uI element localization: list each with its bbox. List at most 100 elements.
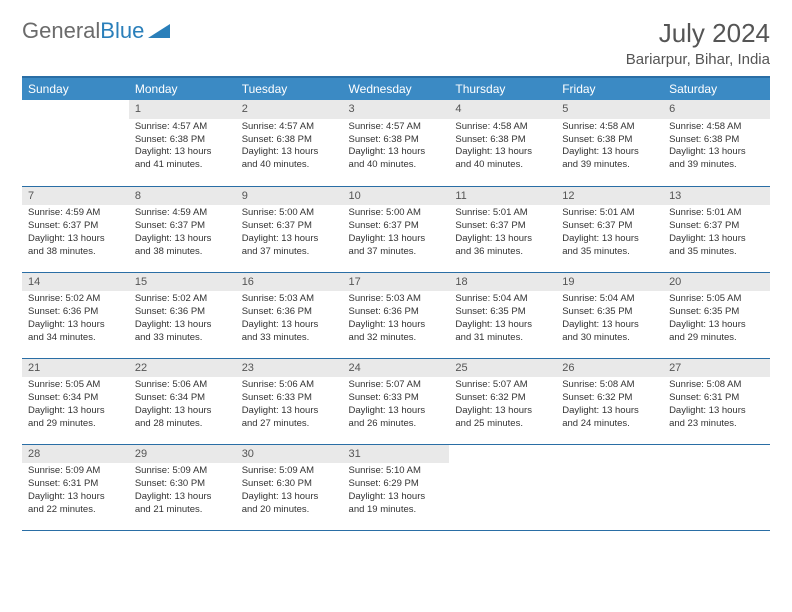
weekday-header: Tuesday	[236, 77, 343, 100]
day-content: Sunrise: 4:59 AMSunset: 6:37 PMDaylight:…	[22, 205, 129, 262]
weekday-header: Monday	[129, 77, 236, 100]
calendar-cell: 19Sunrise: 5:04 AMSunset: 6:35 PMDayligh…	[556, 272, 663, 358]
header: GeneralBlue July 2024 Bariarpur, Bihar, …	[22, 18, 770, 68]
calendar-cell: 6Sunrise: 4:58 AMSunset: 6:38 PMDaylight…	[663, 100, 770, 186]
day-number: 1	[129, 100, 236, 119]
calendar-cell: 11Sunrise: 5:01 AMSunset: 6:37 PMDayligh…	[449, 186, 556, 272]
calendar-cell: 7Sunrise: 4:59 AMSunset: 6:37 PMDaylight…	[22, 186, 129, 272]
calendar-cell: 10Sunrise: 5:00 AMSunset: 6:37 PMDayligh…	[343, 186, 450, 272]
day-content: Sunrise: 5:07 AMSunset: 6:32 PMDaylight:…	[449, 377, 556, 434]
calendar-cell: 3Sunrise: 4:57 AMSunset: 6:38 PMDaylight…	[343, 100, 450, 186]
day-content: Sunrise: 5:02 AMSunset: 6:36 PMDaylight:…	[22, 291, 129, 348]
weekday-header: Saturday	[663, 77, 770, 100]
day-content: Sunrise: 4:57 AMSunset: 6:38 PMDaylight:…	[129, 119, 236, 176]
day-content: Sunrise: 5:09 AMSunset: 6:31 PMDaylight:…	[22, 463, 129, 520]
calendar-cell: 24Sunrise: 5:07 AMSunset: 6:33 PMDayligh…	[343, 358, 450, 444]
day-content: Sunrise: 5:00 AMSunset: 6:37 PMDaylight:…	[236, 205, 343, 262]
day-number: 29	[129, 445, 236, 464]
calendar-cell	[556, 444, 663, 530]
calendar-cell: 2Sunrise: 4:57 AMSunset: 6:38 PMDaylight…	[236, 100, 343, 186]
day-number: 23	[236, 359, 343, 378]
calendar-cell: 23Sunrise: 5:06 AMSunset: 6:33 PMDayligh…	[236, 358, 343, 444]
calendar-cell: 28Sunrise: 5:09 AMSunset: 6:31 PMDayligh…	[22, 444, 129, 530]
calendar-row: 21Sunrise: 5:05 AMSunset: 6:34 PMDayligh…	[22, 358, 770, 444]
day-number: 27	[663, 359, 770, 378]
day-number: 16	[236, 273, 343, 292]
weekday-header: Sunday	[22, 77, 129, 100]
day-number: 7	[22, 187, 129, 206]
day-content: Sunrise: 5:09 AMSunset: 6:30 PMDaylight:…	[236, 463, 343, 520]
day-content: Sunrise: 5:06 AMSunset: 6:33 PMDaylight:…	[236, 377, 343, 434]
day-number: 2	[236, 100, 343, 119]
calendar-cell: 26Sunrise: 5:08 AMSunset: 6:32 PMDayligh…	[556, 358, 663, 444]
day-number: 24	[343, 359, 450, 378]
calendar-cell: 20Sunrise: 5:05 AMSunset: 6:35 PMDayligh…	[663, 272, 770, 358]
day-content: Sunrise: 5:03 AMSunset: 6:36 PMDaylight:…	[343, 291, 450, 348]
weekday-header: Wednesday	[343, 77, 450, 100]
day-content: Sunrise: 4:58 AMSunset: 6:38 PMDaylight:…	[449, 119, 556, 176]
calendar-cell: 16Sunrise: 5:03 AMSunset: 6:36 PMDayligh…	[236, 272, 343, 358]
day-content: Sunrise: 4:58 AMSunset: 6:38 PMDaylight:…	[556, 119, 663, 176]
weekday-header: Thursday	[449, 77, 556, 100]
calendar-cell: 12Sunrise: 5:01 AMSunset: 6:37 PMDayligh…	[556, 186, 663, 272]
day-number: 4	[449, 100, 556, 119]
calendar-row: 1Sunrise: 4:57 AMSunset: 6:38 PMDaylight…	[22, 100, 770, 186]
day-content: Sunrise: 5:01 AMSunset: 6:37 PMDaylight:…	[449, 205, 556, 262]
day-number: 6	[663, 100, 770, 119]
calendar-cell: 15Sunrise: 5:02 AMSunset: 6:36 PMDayligh…	[129, 272, 236, 358]
day-content: Sunrise: 5:07 AMSunset: 6:33 PMDaylight:…	[343, 377, 450, 434]
day-content: Sunrise: 5:05 AMSunset: 6:35 PMDaylight:…	[663, 291, 770, 348]
day-content: Sunrise: 5:02 AMSunset: 6:36 PMDaylight:…	[129, 291, 236, 348]
calendar-cell: 27Sunrise: 5:08 AMSunset: 6:31 PMDayligh…	[663, 358, 770, 444]
calendar-cell: 14Sunrise: 5:02 AMSunset: 6:36 PMDayligh…	[22, 272, 129, 358]
calendar-row: 7Sunrise: 4:59 AMSunset: 6:37 PMDaylight…	[22, 186, 770, 272]
day-number: 13	[663, 187, 770, 206]
location: Bariarpur, Bihar, India	[626, 51, 770, 68]
month-title: July 2024	[626, 18, 770, 49]
day-content: Sunrise: 5:03 AMSunset: 6:36 PMDaylight:…	[236, 291, 343, 348]
day-number: 8	[129, 187, 236, 206]
day-number: 28	[22, 445, 129, 464]
day-number: 26	[556, 359, 663, 378]
day-content: Sunrise: 5:09 AMSunset: 6:30 PMDaylight:…	[129, 463, 236, 520]
calendar-cell: 1Sunrise: 4:57 AMSunset: 6:38 PMDaylight…	[129, 100, 236, 186]
day-content: Sunrise: 5:08 AMSunset: 6:32 PMDaylight:…	[556, 377, 663, 434]
calendar-cell: 31Sunrise: 5:10 AMSunset: 6:29 PMDayligh…	[343, 444, 450, 530]
calendar-table: SundayMondayTuesdayWednesdayThursdayFrid…	[22, 76, 770, 531]
day-content: Sunrise: 4:57 AMSunset: 6:38 PMDaylight:…	[236, 119, 343, 176]
calendar-cell: 13Sunrise: 5:01 AMSunset: 6:37 PMDayligh…	[663, 186, 770, 272]
day-number: 21	[22, 359, 129, 378]
day-content: Sunrise: 5:01 AMSunset: 6:37 PMDaylight:…	[663, 205, 770, 262]
calendar-head: SundayMondayTuesdayWednesdayThursdayFrid…	[22, 77, 770, 100]
day-number: 5	[556, 100, 663, 119]
day-number: 30	[236, 445, 343, 464]
day-number: 11	[449, 187, 556, 206]
day-number: 3	[343, 100, 450, 119]
day-number: 31	[343, 445, 450, 464]
day-content: Sunrise: 5:10 AMSunset: 6:29 PMDaylight:…	[343, 463, 450, 520]
calendar-cell: 4Sunrise: 4:58 AMSunset: 6:38 PMDaylight…	[449, 100, 556, 186]
day-number: 10	[343, 187, 450, 206]
calendar-cell	[22, 100, 129, 186]
calendar-cell: 9Sunrise: 5:00 AMSunset: 6:37 PMDaylight…	[236, 186, 343, 272]
day-number: 15	[129, 273, 236, 292]
title-block: July 2024 Bariarpur, Bihar, India	[626, 18, 770, 68]
day-content: Sunrise: 5:04 AMSunset: 6:35 PMDaylight:…	[556, 291, 663, 348]
day-number: 17	[343, 273, 450, 292]
day-number: 19	[556, 273, 663, 292]
day-number: 12	[556, 187, 663, 206]
day-number: 25	[449, 359, 556, 378]
logo: GeneralBlue	[22, 18, 170, 44]
calendar-cell: 17Sunrise: 5:03 AMSunset: 6:36 PMDayligh…	[343, 272, 450, 358]
day-content: Sunrise: 5:05 AMSunset: 6:34 PMDaylight:…	[22, 377, 129, 434]
day-content: Sunrise: 5:04 AMSunset: 6:35 PMDaylight:…	[449, 291, 556, 348]
day-content: Sunrise: 5:00 AMSunset: 6:37 PMDaylight:…	[343, 205, 450, 262]
triangle-icon	[148, 18, 170, 44]
calendar-cell: 30Sunrise: 5:09 AMSunset: 6:30 PMDayligh…	[236, 444, 343, 530]
calendar-cell	[663, 444, 770, 530]
calendar-cell: 5Sunrise: 4:58 AMSunset: 6:38 PMDaylight…	[556, 100, 663, 186]
day-number: 9	[236, 187, 343, 206]
day-content: Sunrise: 4:58 AMSunset: 6:38 PMDaylight:…	[663, 119, 770, 176]
day-content: Sunrise: 4:57 AMSunset: 6:38 PMDaylight:…	[343, 119, 450, 176]
calendar-row: 28Sunrise: 5:09 AMSunset: 6:31 PMDayligh…	[22, 444, 770, 530]
